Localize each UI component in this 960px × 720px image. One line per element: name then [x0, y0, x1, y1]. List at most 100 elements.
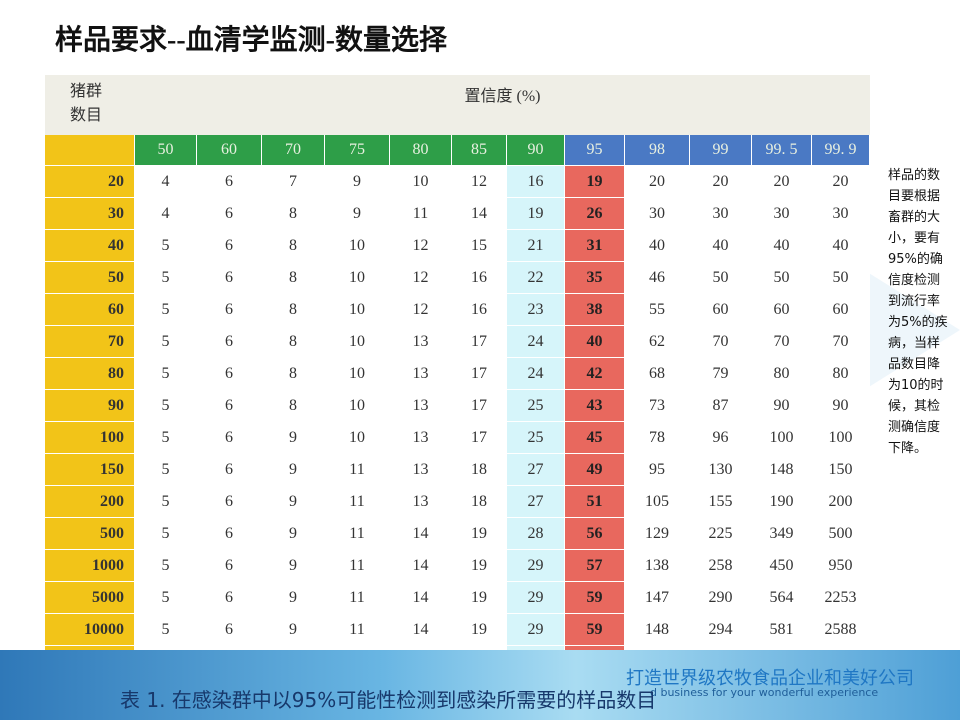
sample-count: 15: [452, 230, 507, 262]
column-header: 50: [135, 135, 197, 166]
herd-size: 90: [45, 390, 135, 422]
sample-count: 8: [262, 230, 325, 262]
sample-count: 200: [812, 486, 870, 518]
sample-count: 40: [625, 230, 690, 262]
sample-count: 18: [452, 454, 507, 486]
sample-count: 6: [197, 422, 262, 454]
sample-count: 14: [390, 582, 452, 614]
sample-count: 95: [625, 454, 690, 486]
herd-size: 30: [45, 198, 135, 230]
sample-count: 7: [262, 166, 325, 198]
sample-count: 10: [325, 262, 390, 294]
sample-count: 9: [262, 582, 325, 614]
sample-count: 45: [565, 422, 625, 454]
sample-count: 43: [565, 390, 625, 422]
sample-count: 42: [565, 358, 625, 390]
sample-count: 6: [197, 582, 262, 614]
sample-count: 90: [812, 390, 870, 422]
sample-count: 105: [625, 486, 690, 518]
sample-count: 14: [390, 550, 452, 582]
corner-label-line: 数目: [70, 107, 103, 124]
side-note: 样品的数目要根据畜群的大小，要有95%的确信度检测到流行率为5%的疾病，当样品数…: [888, 168, 948, 456]
sample-count: 9: [262, 454, 325, 486]
sample-count: 25: [507, 422, 565, 454]
sample-count: 90: [752, 390, 812, 422]
sample-count: 6: [197, 262, 262, 294]
sample-count: 50: [690, 262, 752, 294]
sample-count: 148: [752, 454, 812, 486]
sample-count: 6: [197, 358, 262, 390]
sample-count: 19: [452, 550, 507, 582]
herd-size: 1000: [45, 550, 135, 582]
sample-count: 8: [262, 262, 325, 294]
sample-count: 40: [812, 230, 870, 262]
sample-count: 150: [812, 454, 870, 486]
sample-count: 35: [565, 262, 625, 294]
sample-count: 5: [135, 422, 197, 454]
sample-count: 8: [262, 358, 325, 390]
sample-count: 5: [135, 326, 197, 358]
table-caption: 表 1. 在感染群中以95%可能性检测到感染所需要的样品数目: [120, 688, 657, 712]
sample-count: 294: [690, 614, 752, 646]
sample-count: 100: [812, 422, 870, 454]
column-header: 85: [452, 135, 507, 166]
sample-count: 40: [752, 230, 812, 262]
column-header: 80: [390, 135, 452, 166]
sample-count: 6: [197, 166, 262, 198]
column-header: 99. 9: [812, 135, 870, 166]
corner-label-line: 猪群: [70, 83, 103, 100]
sample-count: 10: [325, 422, 390, 454]
sample-count: 18: [452, 486, 507, 518]
sample-count: 11: [325, 454, 390, 486]
sample-count: 564: [752, 582, 812, 614]
sample-count: 12: [390, 262, 452, 294]
sample-count: 258: [690, 550, 752, 582]
sample-count: 22: [507, 262, 565, 294]
sample-count: 5: [135, 230, 197, 262]
sample-count: 12: [452, 166, 507, 198]
sample-count: 30: [812, 198, 870, 230]
sample-count: 56: [565, 518, 625, 550]
sample-count: 5: [135, 262, 197, 294]
sample-count: 6: [197, 486, 262, 518]
sample-count: 17: [452, 358, 507, 390]
sample-count: 155: [690, 486, 752, 518]
herd-size: 200: [45, 486, 135, 518]
column-header: 75: [325, 135, 390, 166]
sample-count: 11: [325, 518, 390, 550]
sample-count: 30: [690, 198, 752, 230]
column-header: 95: [565, 135, 625, 166]
sample-count: 10: [325, 230, 390, 262]
sample-count: 17: [452, 390, 507, 422]
sample-count: 24: [507, 326, 565, 358]
sample-count: 8: [262, 390, 325, 422]
herd-size: 150: [45, 454, 135, 486]
sample-count: 138: [625, 550, 690, 582]
sample-count: 10: [325, 326, 390, 358]
sample-count: 59: [565, 614, 625, 646]
herd-size: 60: [45, 294, 135, 326]
corner-yellow: [45, 135, 135, 166]
sample-count: 500: [812, 518, 870, 550]
sample-count: 51: [565, 486, 625, 518]
sample-count: 16: [452, 262, 507, 294]
sample-count: 17: [452, 422, 507, 454]
sample-count: 6: [197, 230, 262, 262]
sample-count: 5: [135, 614, 197, 646]
sample-count: 11: [325, 550, 390, 582]
sample-count: 5: [135, 486, 197, 518]
sample-count: 80: [812, 358, 870, 390]
sample-count: 19: [452, 614, 507, 646]
sample-count: 11: [325, 614, 390, 646]
sample-count: 23: [507, 294, 565, 326]
sample-count: 20: [812, 166, 870, 198]
sample-count: 450: [752, 550, 812, 582]
sample-count: 30: [752, 198, 812, 230]
sample-count: 8: [262, 326, 325, 358]
sample-count: 100: [752, 422, 812, 454]
sample-count: 50: [752, 262, 812, 294]
sample-count: 21: [507, 230, 565, 262]
sample-count: 9: [262, 486, 325, 518]
sample-count: 20: [752, 166, 812, 198]
